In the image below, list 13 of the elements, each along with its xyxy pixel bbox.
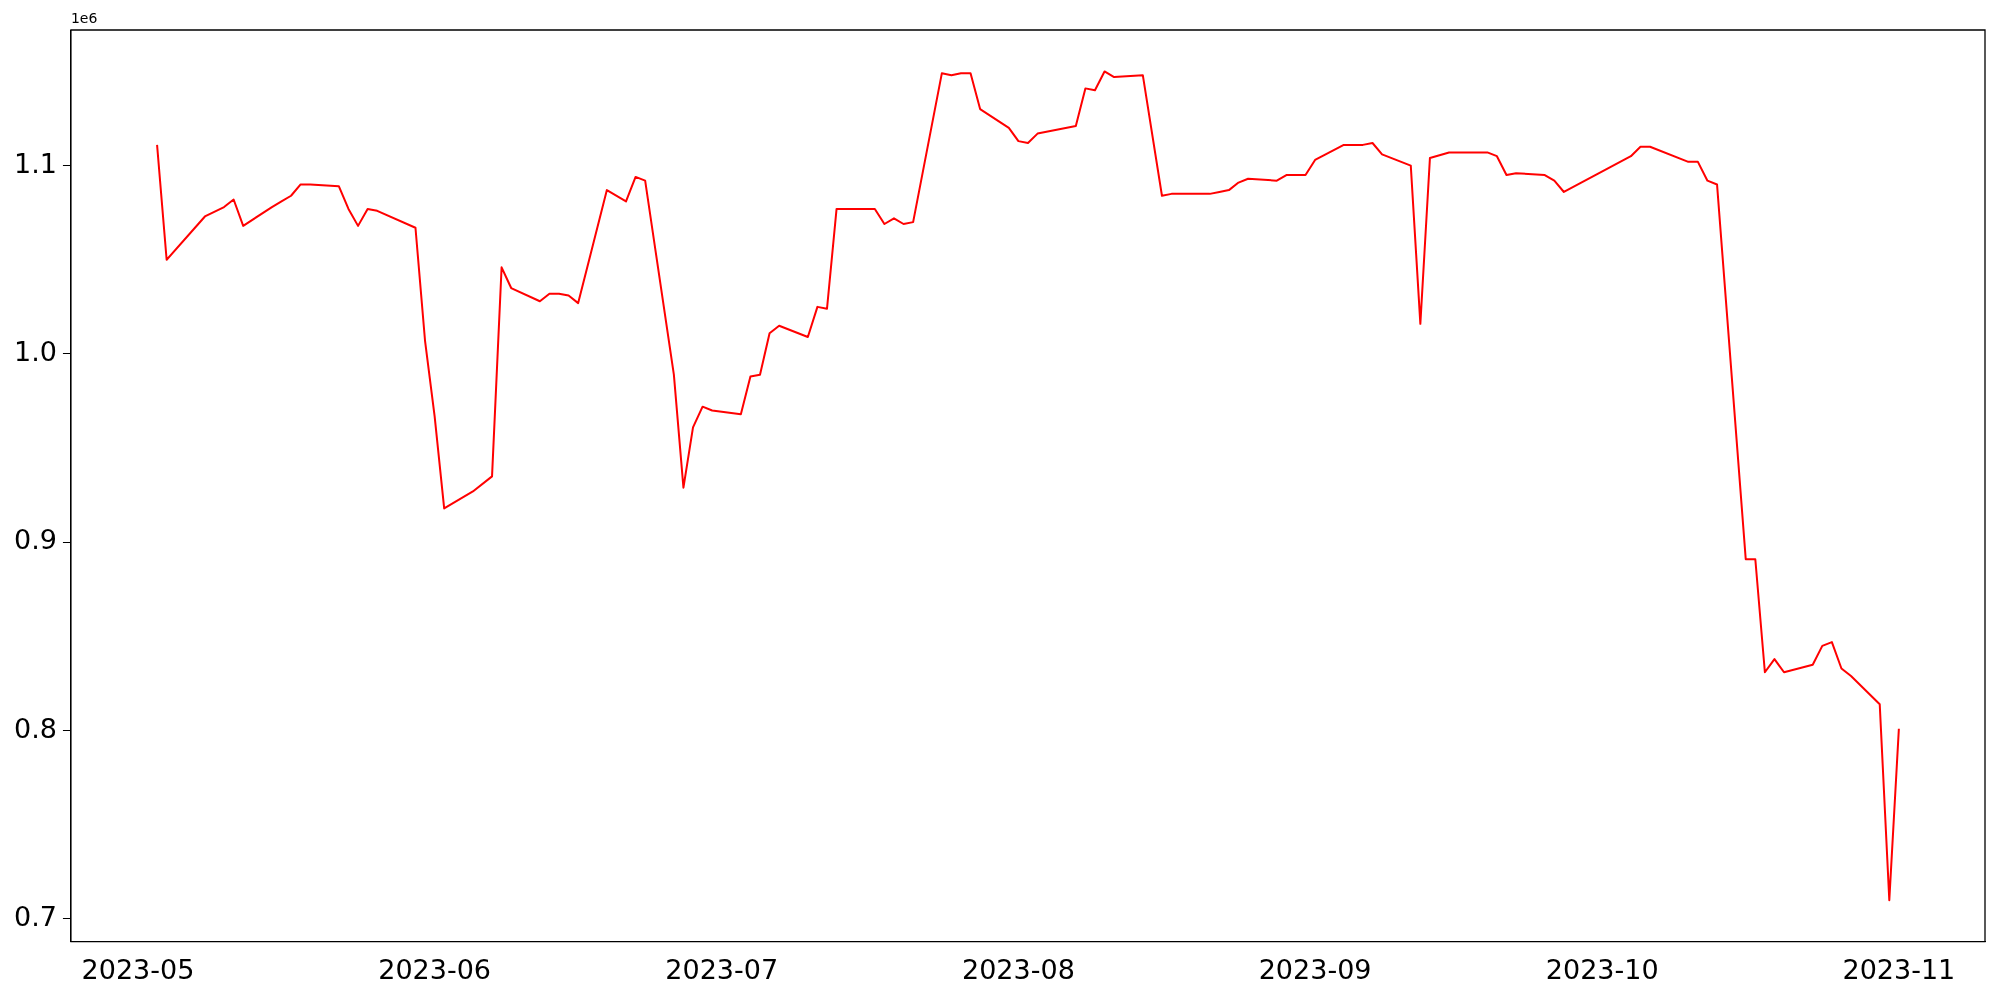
y-tick-label: 0.7 — [13, 901, 57, 933]
x-tick-label: 2023-05 — [81, 953, 195, 985]
x-tick-label: 2023-07 — [665, 953, 779, 985]
y-tick-label: 1.1 — [13, 147, 57, 179]
x-tick-label: 2023-08 — [961, 953, 1075, 985]
x-tick-label: 2023-06 — [378, 953, 492, 985]
y-tick-label: 0.8 — [13, 712, 57, 744]
x-tick-label: 2023-10 — [1545, 953, 1659, 985]
y-tick-label: 0.9 — [13, 524, 57, 556]
y-tick-label: 1.0 — [13, 335, 57, 367]
x-tick-label: 2023-09 — [1258, 953, 1372, 985]
text: 1e6 — [70, 9, 98, 26]
x-tick-label: 2023-11 — [1842, 953, 1956, 985]
